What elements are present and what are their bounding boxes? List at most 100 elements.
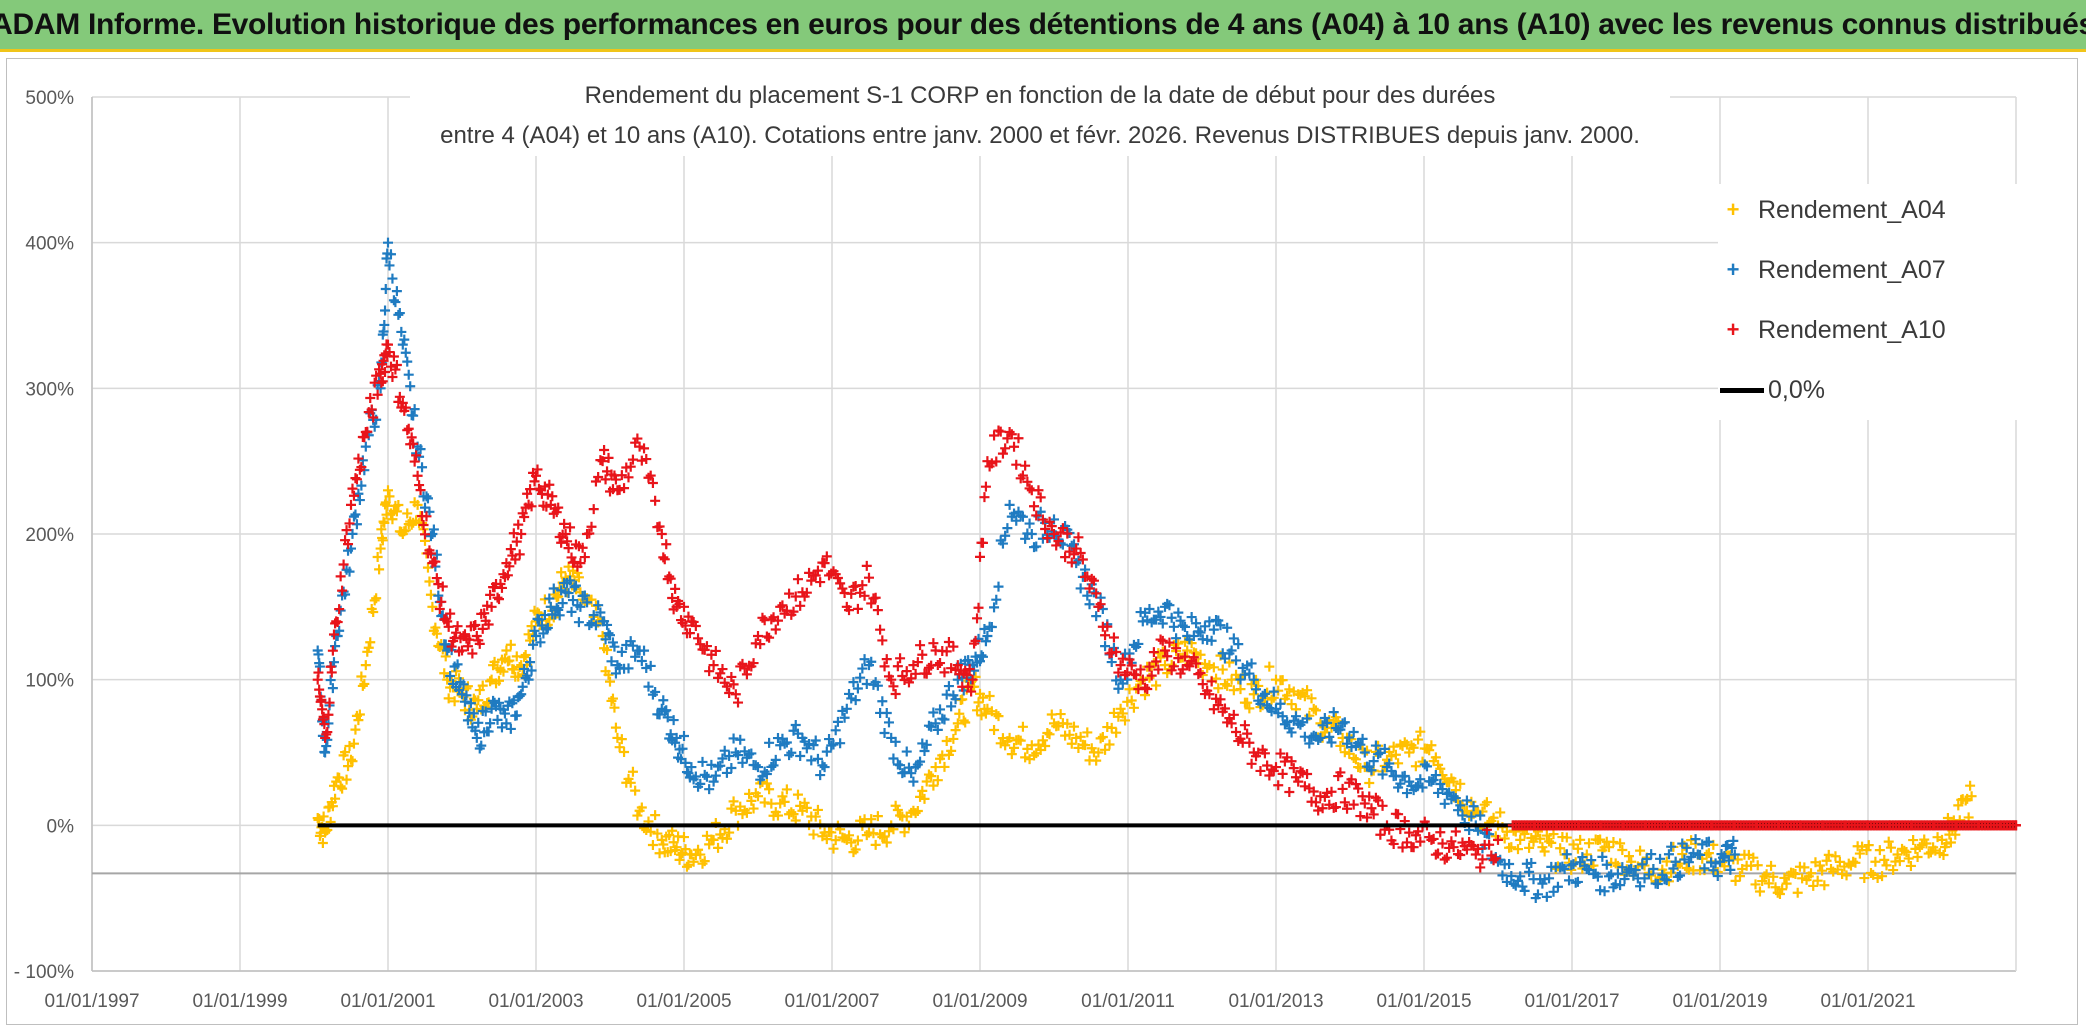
data-point xyxy=(337,783,348,794)
data-point xyxy=(350,473,361,484)
data-point xyxy=(1539,846,1550,857)
data-point xyxy=(1648,864,1659,875)
data-point xyxy=(1355,739,1366,750)
data-point xyxy=(327,801,338,812)
data-point xyxy=(777,791,788,802)
data-point xyxy=(1768,871,1779,882)
data-point xyxy=(721,767,732,778)
data-point xyxy=(1213,700,1224,711)
data-point xyxy=(1219,653,1230,664)
data-point xyxy=(565,575,576,586)
data-point xyxy=(661,705,672,716)
data-point xyxy=(1222,680,1233,691)
data-point xyxy=(523,629,534,640)
data-point xyxy=(792,574,803,585)
data-point xyxy=(579,552,590,563)
data-point xyxy=(795,600,806,611)
data-point xyxy=(421,511,432,522)
data-point xyxy=(1437,784,1448,795)
data-point xyxy=(915,756,926,767)
data-point xyxy=(605,676,615,687)
data-point xyxy=(757,612,768,623)
data-point xyxy=(1615,880,1626,891)
data-point xyxy=(353,488,364,499)
data-point xyxy=(679,730,689,741)
data-point xyxy=(473,717,484,728)
data-point xyxy=(1568,859,1579,870)
data-point xyxy=(977,651,988,662)
data-point xyxy=(879,831,890,842)
data-point xyxy=(627,454,638,465)
data-point xyxy=(603,452,614,463)
data-point xyxy=(1106,657,1117,668)
data-point xyxy=(1277,675,1288,686)
data-point xyxy=(910,808,921,819)
data-point xyxy=(1213,615,1224,626)
data-point xyxy=(766,761,777,772)
data-point xyxy=(1004,732,1015,743)
data-point xyxy=(1461,844,1472,855)
data-point xyxy=(1266,694,1277,705)
data-point xyxy=(1308,703,1319,714)
legend-label-zero: 0,0% xyxy=(1768,375,1825,404)
data-point xyxy=(402,508,413,519)
data-point xyxy=(1042,533,1053,544)
data-point xyxy=(387,371,398,382)
data-point xyxy=(556,537,567,548)
data-point xyxy=(422,493,433,504)
data-point xyxy=(1417,782,1428,793)
data-point xyxy=(1104,739,1115,750)
data-point xyxy=(1204,616,1215,627)
data-point xyxy=(1239,720,1250,731)
data-point xyxy=(1282,716,1293,727)
data-point xyxy=(1157,618,1168,629)
data-point xyxy=(1277,711,1288,722)
data-point xyxy=(1461,795,1472,806)
data-point xyxy=(313,667,324,678)
data-point xyxy=(1729,849,1740,860)
data-point xyxy=(384,260,395,271)
data-point xyxy=(1228,709,1239,720)
data-point xyxy=(511,536,522,547)
data-point xyxy=(1342,803,1353,814)
data-point xyxy=(1646,849,1657,860)
x-tick-label: 01/01/1997 xyxy=(44,991,139,1012)
data-point xyxy=(1286,727,1297,738)
data-point xyxy=(1901,846,1912,857)
data-point xyxy=(1282,690,1293,701)
data-point xyxy=(320,747,331,758)
data-point xyxy=(681,767,692,778)
data-point xyxy=(641,454,652,465)
data-point xyxy=(879,661,890,672)
data-point xyxy=(772,810,783,821)
data-point xyxy=(1177,620,1188,631)
data-point xyxy=(1473,825,1484,836)
data-point xyxy=(1874,845,1885,856)
data-point xyxy=(1617,862,1628,873)
data-point xyxy=(708,660,719,671)
data-point xyxy=(1171,633,1182,644)
data-point xyxy=(1819,880,1830,891)
data-point xyxy=(553,604,564,615)
data-point xyxy=(1004,427,1015,438)
data-point xyxy=(479,608,490,619)
x-tick-label: 01/01/2021 xyxy=(1820,991,1915,1012)
data-point xyxy=(1075,547,1086,558)
data-point xyxy=(753,762,763,773)
data-point xyxy=(1364,778,1375,789)
data-point xyxy=(1717,852,1728,863)
data-point xyxy=(541,501,552,512)
data-point xyxy=(1446,836,1457,847)
data-point xyxy=(1191,618,1202,629)
data-point xyxy=(443,693,454,704)
data-point xyxy=(1168,621,1179,632)
data-point xyxy=(1757,876,1768,887)
data-point xyxy=(946,745,957,756)
data-point xyxy=(766,614,777,625)
data-point xyxy=(890,688,901,699)
y-tick-label: 100% xyxy=(25,671,74,692)
data-point xyxy=(701,771,712,782)
data-point xyxy=(812,565,823,576)
data-point xyxy=(1761,869,1772,880)
data-point xyxy=(610,668,621,679)
